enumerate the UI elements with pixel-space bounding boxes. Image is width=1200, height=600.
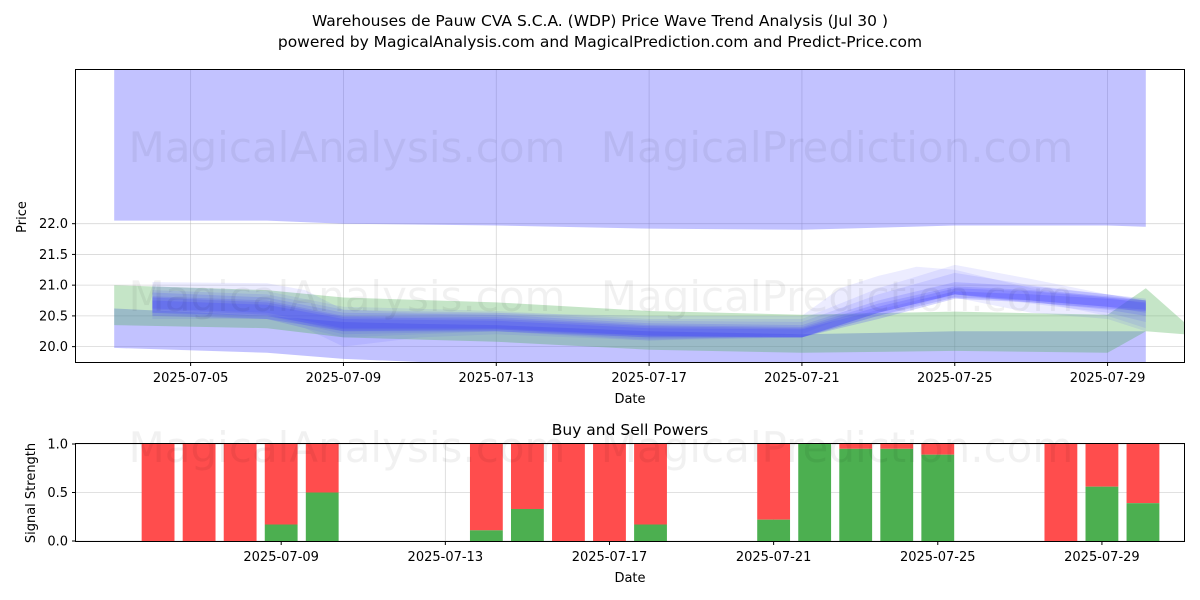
wave-band-blue [152, 266, 1146, 347]
buy-power-bar [264, 524, 298, 541]
signal-chart-title: Buy and Sell Powers [552, 421, 709, 439]
signal-x-tick-label: 2025-07-13 [408, 550, 484, 565]
signal-bars [141, 444, 1160, 541]
sell-power-bar [223, 444, 257, 541]
buy-power-bar [757, 519, 791, 541]
price-x-tick-label: 2025-07-09 [306, 371, 382, 386]
buy-power-bar [880, 448, 914, 541]
price-y-tick-label: 21.0 [39, 279, 68, 294]
sell-power-bar [757, 444, 791, 520]
sell-power-bar [182, 444, 216, 541]
wave-band-blue [152, 286, 1146, 338]
sell-power-bar [1044, 444, 1078, 541]
signal-y-axis-label: Signal Strength [24, 443, 39, 543]
signal-x-tick-label: 2025-07-29 [1064, 550, 1140, 565]
price-x-tick-label: 2025-07-05 [153, 371, 229, 386]
wave-band-green [114, 285, 1184, 353]
signal-chart: Buy and Sell Powers MagicalAnalysis.com … [24, 421, 1185, 586]
sell-power-bar [264, 444, 298, 525]
wave-band-blue [152, 282, 1146, 338]
watermark-analysis-2: MagicalAnalysis.com [129, 272, 566, 321]
buy-power-bar [510, 508, 544, 541]
price-y-axis-label: Price [15, 201, 30, 233]
signal-x-tick-label: 2025-07-17 [572, 550, 648, 565]
signal-watermarks: MagicalAnalysis.com MagicalPrediction.co… [129, 423, 1074, 472]
buy-power-bar [634, 524, 667, 541]
price-chart: MagicalAnalysis.com MagicalPrediction.co… [15, 69, 1185, 407]
sell-power-bar [469, 444, 503, 531]
watermark-analysis: MagicalAnalysis.com [129, 123, 566, 172]
sell-power-bar [305, 444, 339, 493]
price-x-tick-label: 2025-07-25 [917, 371, 993, 386]
price-y-ticks: 20.0 20.5 21.0 21.5 22.0 [39, 217, 76, 355]
signal-y-ticks: 0.0 0.5 1.0 [47, 438, 76, 550]
buy-power-bar [1126, 503, 1160, 541]
watermark-prediction: MagicalPrediction.com [601, 123, 1074, 172]
chart-title-line1: Warehouses de Pauw CVA S.C.A. (WDP) Pric… [312, 12, 888, 30]
sell-power-bar [634, 444, 667, 525]
wave-band-blue [114, 308, 1146, 362]
signal-y-tick-label: 0.0 [47, 535, 68, 550]
price-grid [76, 70, 1184, 362]
wave-band-blue [152, 272, 1146, 340]
buy-power-bar [469, 530, 503, 541]
sell-power-bar [1085, 444, 1119, 487]
signal-x-tick-label: 2025-07-21 [736, 550, 812, 565]
watermark-prediction-2: MagicalPrediction.com [601, 272, 1074, 321]
buy-power-bar [305, 492, 339, 541]
price-plot-frame [75, 69, 1185, 363]
buy-power-bar [1085, 486, 1119, 541]
price-x-tick-label: 2025-07-21 [764, 371, 840, 386]
price-y-tick-label: 20.5 [39, 309, 68, 324]
signal-y-tick-label: 0.5 [47, 486, 68, 501]
price-wave-bands [114, 70, 1184, 362]
chart-title-line2: powered by MagicalAnalysis.com and Magic… [278, 33, 922, 51]
buy-power-bar [798, 444, 832, 541]
wave-band-blue [152, 288, 1146, 338]
signal-x-tick-label: 2025-07-25 [900, 550, 976, 565]
wave-band-blue [152, 291, 1146, 338]
sell-power-bar [593, 444, 626, 541]
price-x-tick-label: 2025-07-17 [611, 371, 687, 386]
watermark-analysis-3: MagicalAnalysis.com [129, 423, 566, 472]
sell-power-bar [552, 444, 585, 541]
sell-power-bar [839, 444, 873, 449]
sell-power-bar [1126, 444, 1160, 504]
sell-power-bar [141, 444, 175, 541]
signal-x-ticks: 2025-07-09 2025-07-13 2025-07-17 2025-07-21… [243, 541, 1140, 565]
signal-x-tick-label: 2025-07-09 [243, 550, 319, 565]
price-x-axis-label: Date [614, 392, 645, 407]
price-watermarks: MagicalAnalysis.com MagicalPrediction.co… [129, 123, 1074, 321]
price-y-tick-label: 22.0 [39, 217, 68, 232]
watermark-prediction-3: MagicalPrediction.com [601, 423, 1074, 472]
buy-power-bar [921, 454, 955, 541]
sell-power-bar [880, 444, 914, 449]
wave-band-blue [114, 70, 1146, 230]
sell-power-bar [921, 444, 955, 455]
price-x-tick-label: 2025-07-13 [458, 371, 534, 386]
price-x-ticks: 2025-07-05 2025-07-09 2025-07-13 2025-07-17… [153, 362, 1146, 386]
price-y-tick-label: 20.0 [39, 340, 68, 355]
wave-band-blue [152, 264, 1146, 341]
price-y-tick-label: 21.5 [39, 248, 68, 263]
buy-power-bar [839, 448, 873, 541]
signal-x-axis-label: Date [614, 571, 645, 586]
sell-power-bar [510, 444, 544, 509]
price-x-tick-label: 2025-07-29 [1070, 371, 1146, 386]
signal-y-tick-label: 1.0 [47, 438, 68, 453]
